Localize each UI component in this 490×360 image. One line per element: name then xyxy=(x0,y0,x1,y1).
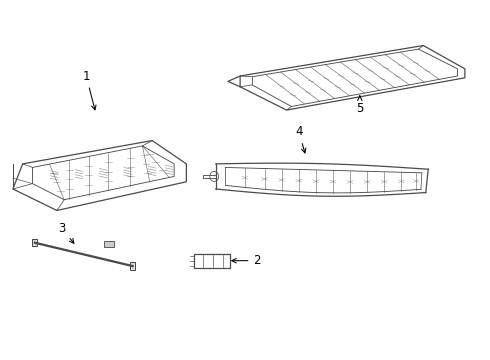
Text: 3: 3 xyxy=(58,222,74,243)
Polygon shape xyxy=(104,241,114,247)
Polygon shape xyxy=(130,262,135,270)
Text: 4: 4 xyxy=(295,125,306,153)
Text: 1: 1 xyxy=(82,69,96,110)
Text: 5: 5 xyxy=(356,96,364,115)
Text: 2: 2 xyxy=(232,254,261,267)
Polygon shape xyxy=(32,239,37,246)
